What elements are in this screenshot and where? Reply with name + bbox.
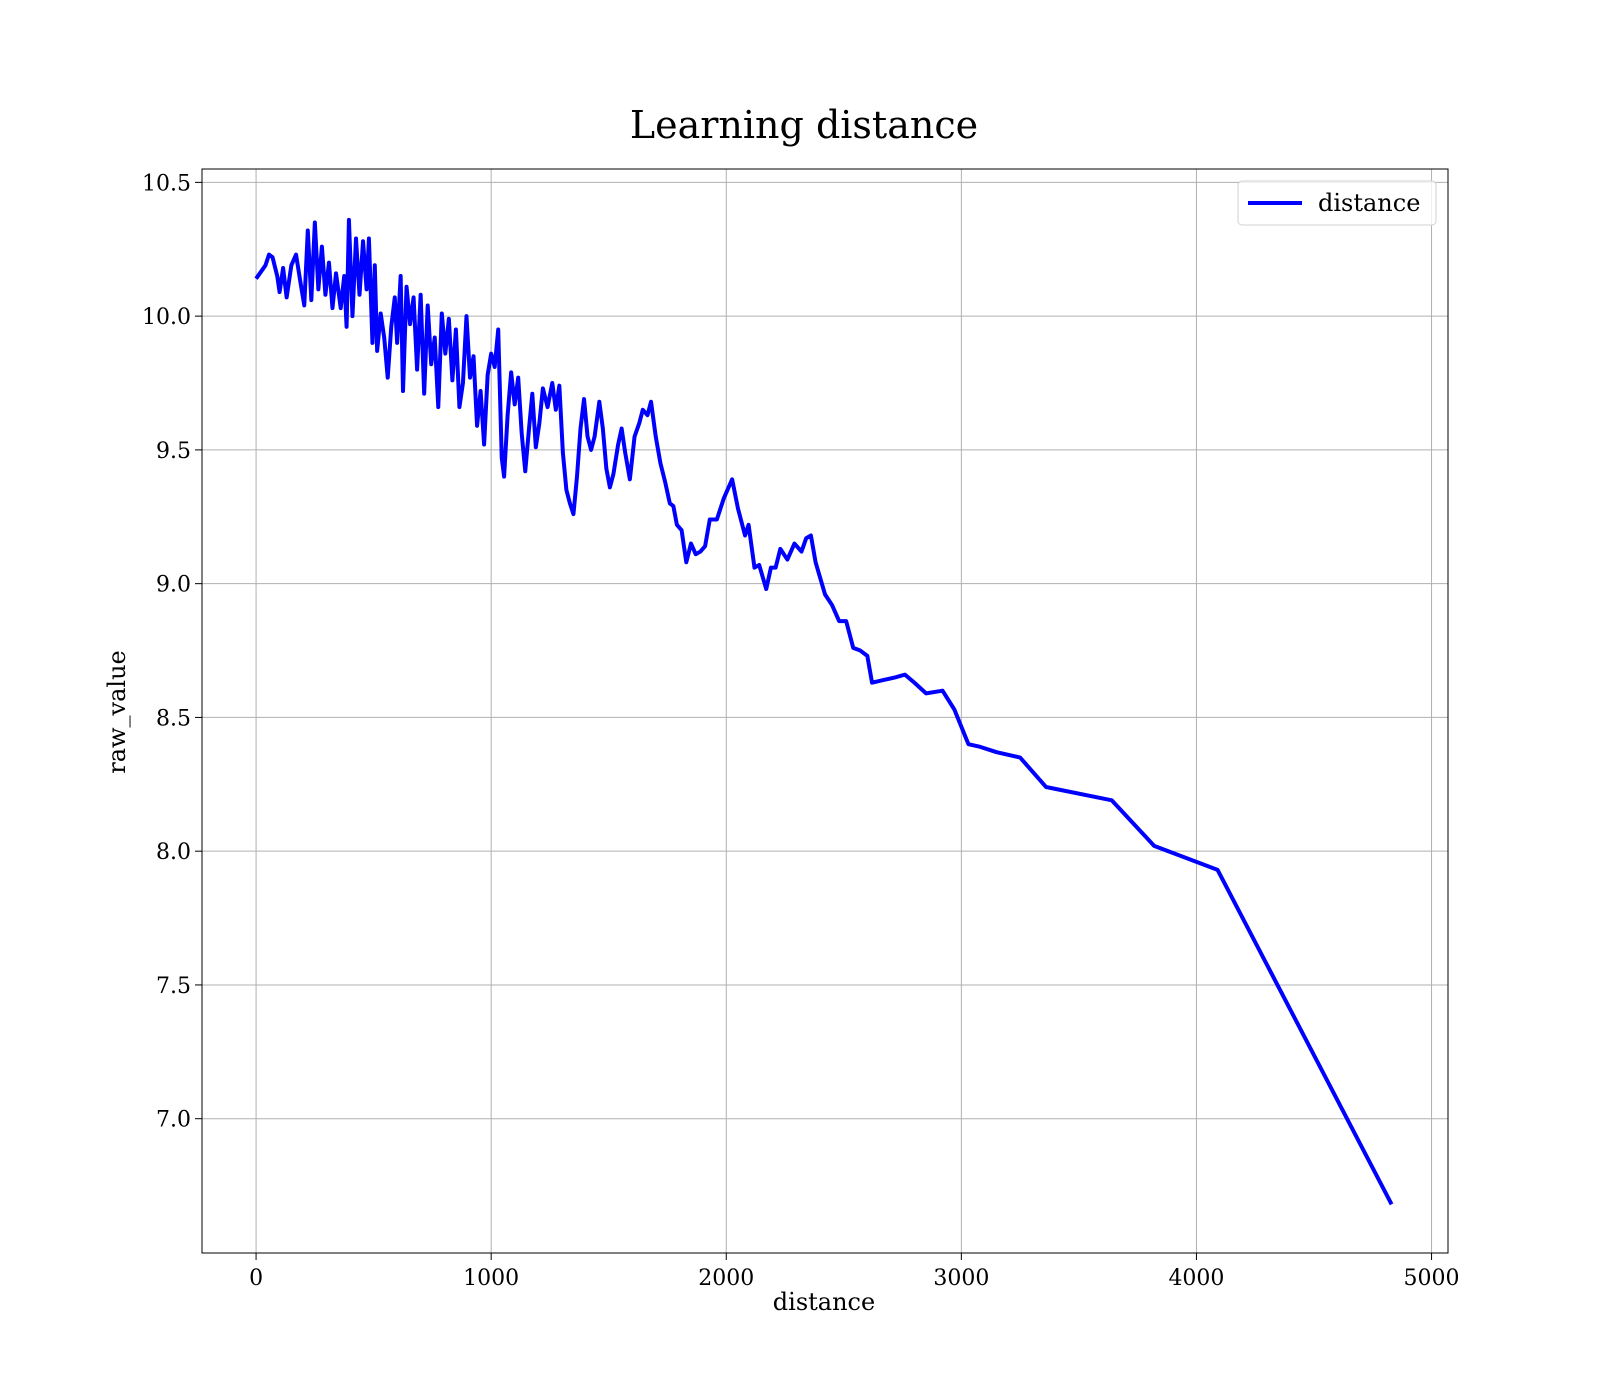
x-tick-label: 5000 xyxy=(1404,1266,1460,1291)
y-tick-label: 7.0 xyxy=(156,1108,191,1133)
legend-label: distance xyxy=(1318,189,1420,217)
y-tick-label: 10.5 xyxy=(142,171,191,196)
y-tick-label: 9.0 xyxy=(156,573,191,598)
y-tick-label: 8.0 xyxy=(156,840,191,865)
x-axis-label: distance xyxy=(773,1288,875,1316)
x-tick-label: 1000 xyxy=(463,1266,519,1291)
data-line xyxy=(254,217,1394,1206)
y-tick-label: 10.0 xyxy=(142,305,191,330)
y-axis-label: raw_value xyxy=(103,650,131,774)
y-tick-label: 8.5 xyxy=(156,706,191,731)
x-tick-label: 2000 xyxy=(698,1266,754,1291)
x-tick-label: 3000 xyxy=(933,1266,989,1291)
y-tick-label: 7.5 xyxy=(156,974,191,999)
legend-box xyxy=(1237,180,1437,226)
x-tick-label: 0 xyxy=(249,1266,263,1291)
x-tick-label: 4000 xyxy=(1168,1266,1224,1291)
y-tick-label: 9.5 xyxy=(156,439,191,464)
plot-frame xyxy=(201,168,1449,1254)
chart-title: Learning distance xyxy=(630,103,978,147)
